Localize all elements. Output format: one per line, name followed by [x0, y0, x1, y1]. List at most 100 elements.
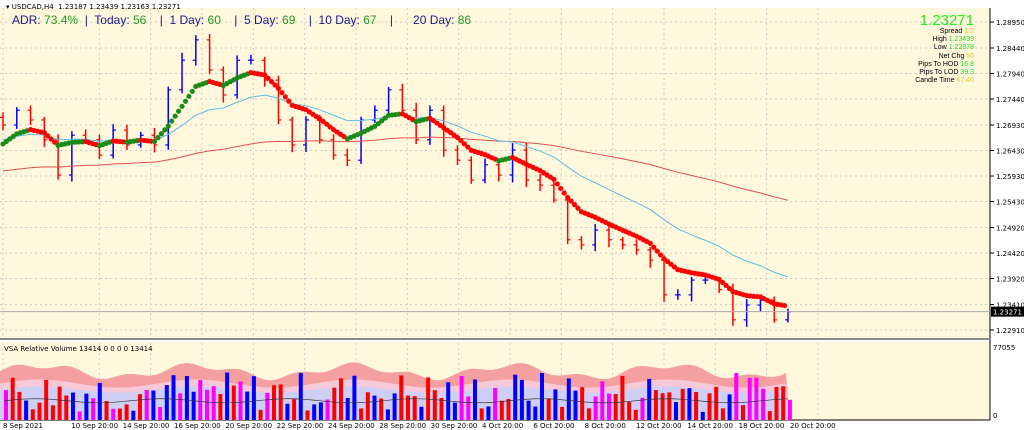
- volume-bar: [493, 388, 498, 420]
- volume-bar: [694, 392, 699, 420]
- x-tick-label: 12 Oct 20:00: [636, 422, 682, 430]
- trend-ma-dot: [726, 285, 733, 292]
- today-label: Today:: [94, 13, 130, 27]
- volume-bar: [10, 377, 15, 420]
- trend-ma-dot: [654, 248, 660, 254]
- trend-ma-dot: [461, 141, 467, 147]
- current-price-tag-label: 1.23271: [993, 309, 1022, 317]
- trend-ma-dot: [182, 98, 189, 104]
- volume-bar: [91, 398, 96, 420]
- volume-bar: [667, 392, 672, 420]
- y-tick-label: 1.24420: [996, 250, 1024, 258]
- d1-value: 60: [207, 13, 221, 27]
- trend-ma-dot: [158, 131, 164, 137]
- d5-value: 69: [282, 13, 296, 27]
- volume-bar: [506, 398, 511, 420]
- volume-bar: [707, 393, 712, 420]
- y-tick-label: 1.28440: [996, 45, 1024, 53]
- x-tick-label: 8 Sep 2021: [3, 422, 43, 430]
- volume-bar: [24, 400, 29, 420]
- trend-ma-dot: [716, 276, 722, 282]
- trend-ma-dot: [575, 205, 581, 211]
- x-tick-label: 18 Oct 20:00: [739, 422, 785, 430]
- volume-bar: [519, 379, 524, 420]
- volume-bar: [372, 395, 377, 420]
- volume-bar: [473, 379, 477, 420]
- volume-bar: [553, 389, 558, 420]
- volume-bar: [479, 408, 484, 420]
- x-tick-label: 28 Sep 20:00: [379, 422, 426, 430]
- volume-bar: [205, 389, 209, 420]
- volume-bar: [680, 388, 685, 420]
- volume-bar: [392, 393, 397, 420]
- volume-bar: [540, 372, 544, 420]
- volume-bar: [406, 395, 410, 420]
- volume-bar: [191, 391, 196, 420]
- volume-bar: [339, 378, 343, 420]
- adr-label: ADR:: [12, 13, 41, 27]
- volume-bar: [44, 379, 49, 420]
- d10-label: 10 Day:: [318, 13, 360, 27]
- volume-bar: [660, 393, 665, 420]
- y-tick-label: 1.27940: [996, 71, 1024, 79]
- volume-bar: [774, 386, 779, 420]
- volume-bar: [50, 405, 55, 420]
- volume-bar: [211, 386, 216, 420]
- high-label: High: [932, 36, 947, 44]
- volume-bar: [700, 411, 705, 420]
- x-tick-label: 6 Oct 20:00: [533, 422, 574, 430]
- trend-ma-dot: [781, 302, 788, 309]
- volume-bar: [104, 401, 109, 420]
- trend-ma-dot: [162, 127, 168, 133]
- spread-label: Spread: [939, 28, 963, 35]
- x-tick-label: 14 Sep 20:00: [123, 422, 170, 430]
- y-tick-label: 1.25930: [996, 173, 1024, 181]
- d20-label: 20 Day:: [413, 13, 455, 27]
- trend-ma-dot: [265, 75, 271, 81]
- trend-ma-dot: [286, 98, 292, 104]
- volume-bar: [71, 392, 75, 420]
- trend-ma-dot: [172, 113, 178, 119]
- trend-ma-dot: [45, 133, 51, 139]
- volume-bar: [144, 390, 149, 420]
- y-tick-label: 1.27440: [996, 96, 1024, 104]
- trend-ma-dot: [155, 135, 161, 141]
- candle-time-label: Candle Time: [915, 77, 955, 85]
- trend-ma-dot: [568, 198, 574, 204]
- trend-ma-dot: [279, 90, 285, 96]
- volume-bar: [499, 400, 504, 420]
- volume-bar: [285, 403, 290, 420]
- volume-bar: [97, 382, 102, 420]
- volume-bar: [633, 409, 638, 420]
- volume-bar: [573, 390, 578, 420]
- volume-bar: [225, 372, 230, 420]
- volume-bar: [566, 378, 571, 420]
- trend-ma-dot: [719, 279, 726, 286]
- volume-bar: [164, 385, 169, 420]
- adr-indicator: ADR: 73.4% | Today: 56 | 1 Day: 60 | 5 D…: [12, 13, 472, 27]
- trend-ma-dot: [465, 144, 471, 150]
- volume-bar: [674, 402, 678, 420]
- volume-bar: [251, 376, 256, 420]
- price-info-panel: 1.23271 Spread 1.2 High 1.23439 Low 1.22…: [915, 13, 974, 85]
- volume-bar: [741, 405, 745, 420]
- volume-bar: [580, 387, 585, 420]
- volume-bar: [272, 385, 276, 420]
- adr-value: 73.4%: [44, 13, 79, 27]
- candle-time-value: 67:40: [956, 77, 974, 85]
- x-tick-label: 10 Sep 20:00: [71, 422, 118, 430]
- d1-label: 1 Day:: [169, 13, 205, 27]
- low-label: Low: [933, 44, 947, 52]
- volume-bar: [452, 402, 457, 420]
- netchg-label: Net Chg: [938, 52, 965, 60]
- volume-min-label: 0: [993, 412, 997, 420]
- x-tick-label: 20 Sep 20:00: [225, 422, 272, 430]
- volume-bar: [352, 375, 357, 420]
- volume-bar: [245, 391, 250, 420]
- volume-bar: [30, 409, 35, 420]
- trend-ma-dot: [454, 134, 461, 141]
- volume-bar: [124, 404, 129, 420]
- volume-bar: [593, 396, 598, 420]
- volume-bar: [131, 410, 136, 420]
